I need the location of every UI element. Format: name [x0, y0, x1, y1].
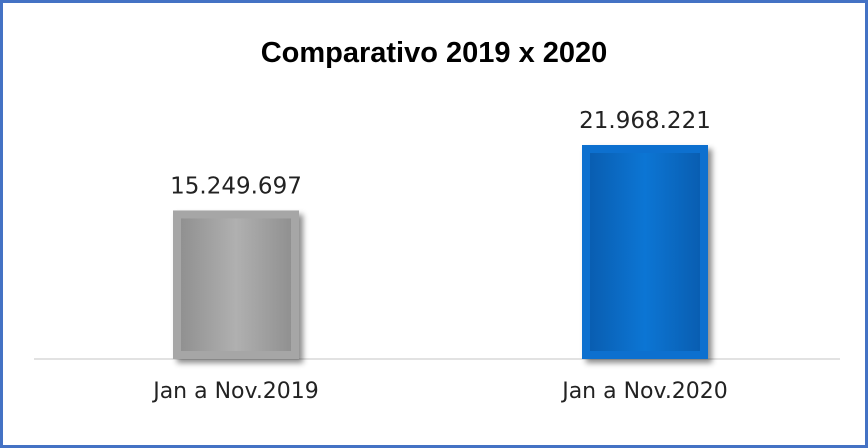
bar-1-bevel	[181, 218, 291, 351]
category-label-1: Jan a Nov.2019	[151, 379, 319, 404]
data-label-1: 15.249.697	[170, 173, 302, 199]
category-label-2: Jan a Nov.2020	[560, 379, 728, 404]
bar-2-bevel	[590, 153, 700, 351]
data-label-2: 21.968.221	[579, 108, 711, 134]
chart-title: Comparativo 2019 x 2020	[260, 37, 608, 69]
